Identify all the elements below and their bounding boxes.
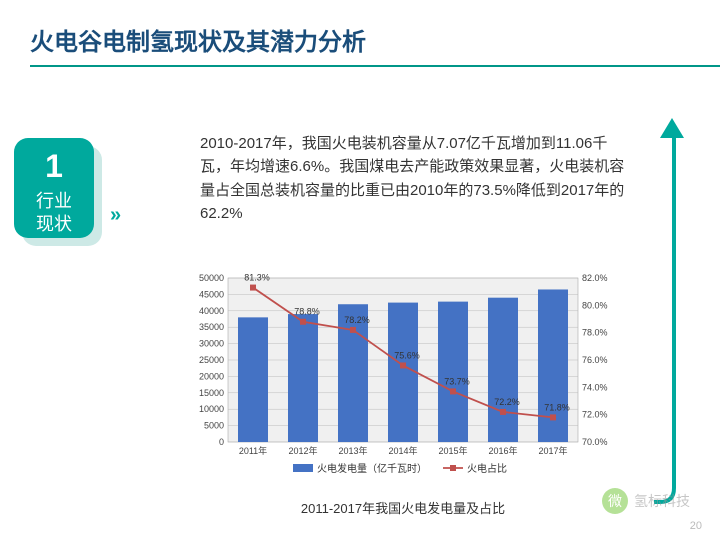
svg-text:35000: 35000 bbox=[199, 322, 224, 332]
svg-text:76.0%: 76.0% bbox=[582, 355, 608, 365]
svg-text:71.8%: 71.8% bbox=[544, 402, 570, 412]
badge-number: 1 bbox=[45, 150, 63, 182]
svg-text:10000: 10000 bbox=[199, 404, 224, 414]
bar-line-chart: 0 5000 10000 15000 20000 25000 30000 35000 40000… bbox=[188, 264, 618, 484]
svg-text:78.8%: 78.8% bbox=[294, 307, 320, 317]
watermark: 微 氢标科技 bbox=[602, 488, 690, 514]
description-text: 2010-2017年，我国火电装机容量从7.07亿千瓦增加到11.06千瓦，年均… bbox=[200, 132, 630, 225]
svg-text:78.2%: 78.2% bbox=[344, 315, 370, 325]
title-bar: 火电谷电制氢现状及其潜力分析 bbox=[0, 0, 720, 77]
svg-text:15000: 15000 bbox=[199, 388, 224, 398]
svg-text:2013年: 2013年 bbox=[338, 445, 367, 456]
svg-text:74.0%: 74.0% bbox=[582, 382, 608, 392]
svg-text:82.0%: 82.0% bbox=[582, 273, 608, 283]
svg-text:72.2%: 72.2% bbox=[494, 397, 520, 407]
svg-text:40000: 40000 bbox=[199, 306, 224, 316]
svg-text:火电占比: 火电占比 bbox=[467, 462, 507, 475]
section-badge: 1 行业现状 bbox=[14, 138, 110, 238]
svg-text:81.3%: 81.3% bbox=[244, 273, 270, 283]
svg-text:30000: 30000 bbox=[199, 339, 224, 349]
title-underline bbox=[30, 65, 720, 67]
svg-text:80.0%: 80.0% bbox=[582, 300, 608, 310]
up-arrow-icon bbox=[654, 118, 690, 508]
page-number: 20 bbox=[690, 520, 702, 532]
svg-text:2011年: 2011年 bbox=[239, 445, 267, 456]
watermark-text: 氢标科技 bbox=[634, 491, 690, 511]
svg-text:5000: 5000 bbox=[204, 421, 224, 431]
svg-text:73.7%: 73.7% bbox=[444, 376, 470, 386]
svg-text:72.0%: 72.0% bbox=[582, 410, 608, 420]
badge-label: 行业现状 bbox=[36, 190, 72, 237]
svg-text:75.6%: 75.6% bbox=[394, 350, 420, 360]
svg-text:78.0%: 78.0% bbox=[582, 328, 608, 338]
svg-text:0: 0 bbox=[219, 437, 224, 447]
svg-text:火电发电量（亿千瓦时）: 火电发电量（亿千瓦时） bbox=[317, 462, 427, 475]
svg-text:2017年: 2017年 bbox=[538, 445, 567, 456]
svg-text:20000: 20000 bbox=[199, 371, 224, 381]
svg-text:2016年: 2016年 bbox=[488, 445, 517, 456]
svg-text:2014年: 2014年 bbox=[388, 445, 417, 456]
svg-text:2015年: 2015年 bbox=[438, 445, 467, 456]
page-title: 火电谷电制氢现状及其潜力分析 bbox=[30, 22, 720, 57]
svg-text:25000: 25000 bbox=[199, 355, 224, 365]
svg-text:2012年: 2012年 bbox=[288, 445, 317, 456]
svg-text:70.0%: 70.0% bbox=[582, 437, 608, 447]
svg-text:45000: 45000 bbox=[199, 289, 224, 299]
svg-text:50000: 50000 bbox=[199, 273, 224, 283]
chart-caption: 2011-2017年我国火电发电量及占比 bbox=[188, 498, 618, 517]
chevron-right-icon: » bbox=[110, 204, 119, 227]
wechat-icon: 微 bbox=[602, 488, 628, 514]
